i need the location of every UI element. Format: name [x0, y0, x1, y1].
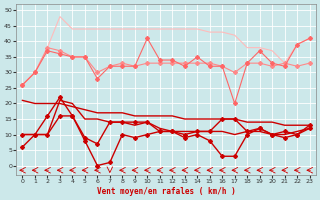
X-axis label: Vent moyen/en rafales ( km/h ): Vent moyen/en rafales ( km/h ): [97, 187, 236, 196]
